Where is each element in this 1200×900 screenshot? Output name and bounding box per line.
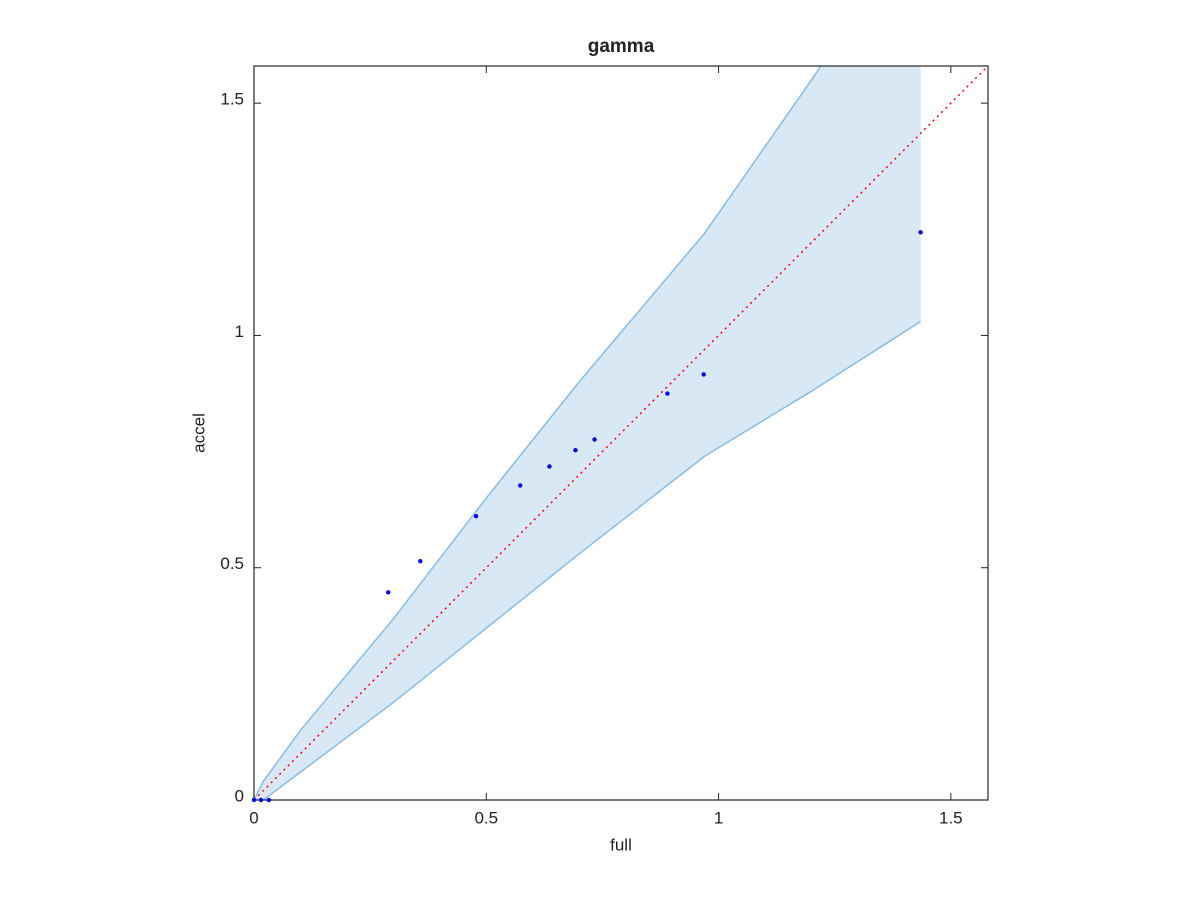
- axes-box: [253, 65, 989, 801]
- point: [701, 372, 706, 377]
- x-tick-label: 1: [714, 808, 723, 827]
- x-axis-label: full: [610, 835, 632, 854]
- band-lower-edge: [254, 320, 922, 800]
- plot-area: [254, 66, 988, 800]
- x-tick-label: 1.5: [939, 808, 963, 827]
- x-tick-label: 0.5: [474, 808, 498, 827]
- point: [517, 483, 523, 488]
- point: [258, 797, 264, 803]
- y-tick-label: 1: [235, 322, 244, 341]
- reference-line: [254, 66, 988, 800]
- confidence-band: [254, 66, 921, 800]
- point: [665, 391, 670, 396]
- y-tick-label: 1.5: [220, 90, 244, 109]
- x-tick-label: 0: [249, 808, 258, 827]
- point: [266, 797, 272, 803]
- point: [418, 559, 423, 564]
- point: [386, 590, 391, 595]
- point: [918, 230, 923, 235]
- band-upper-edge: [254, 66, 822, 800]
- y-axis-label: accel: [189, 413, 208, 453]
- point: [573, 447, 578, 453]
- y-tick-label: 0: [235, 786, 244, 805]
- point: [547, 464, 552, 469]
- y-tick-label: 0.5: [220, 554, 244, 573]
- point: [592, 437, 597, 442]
- point: [251, 797, 257, 803]
- chart-title: gamma: [588, 36, 655, 57]
- point: [473, 513, 479, 519]
